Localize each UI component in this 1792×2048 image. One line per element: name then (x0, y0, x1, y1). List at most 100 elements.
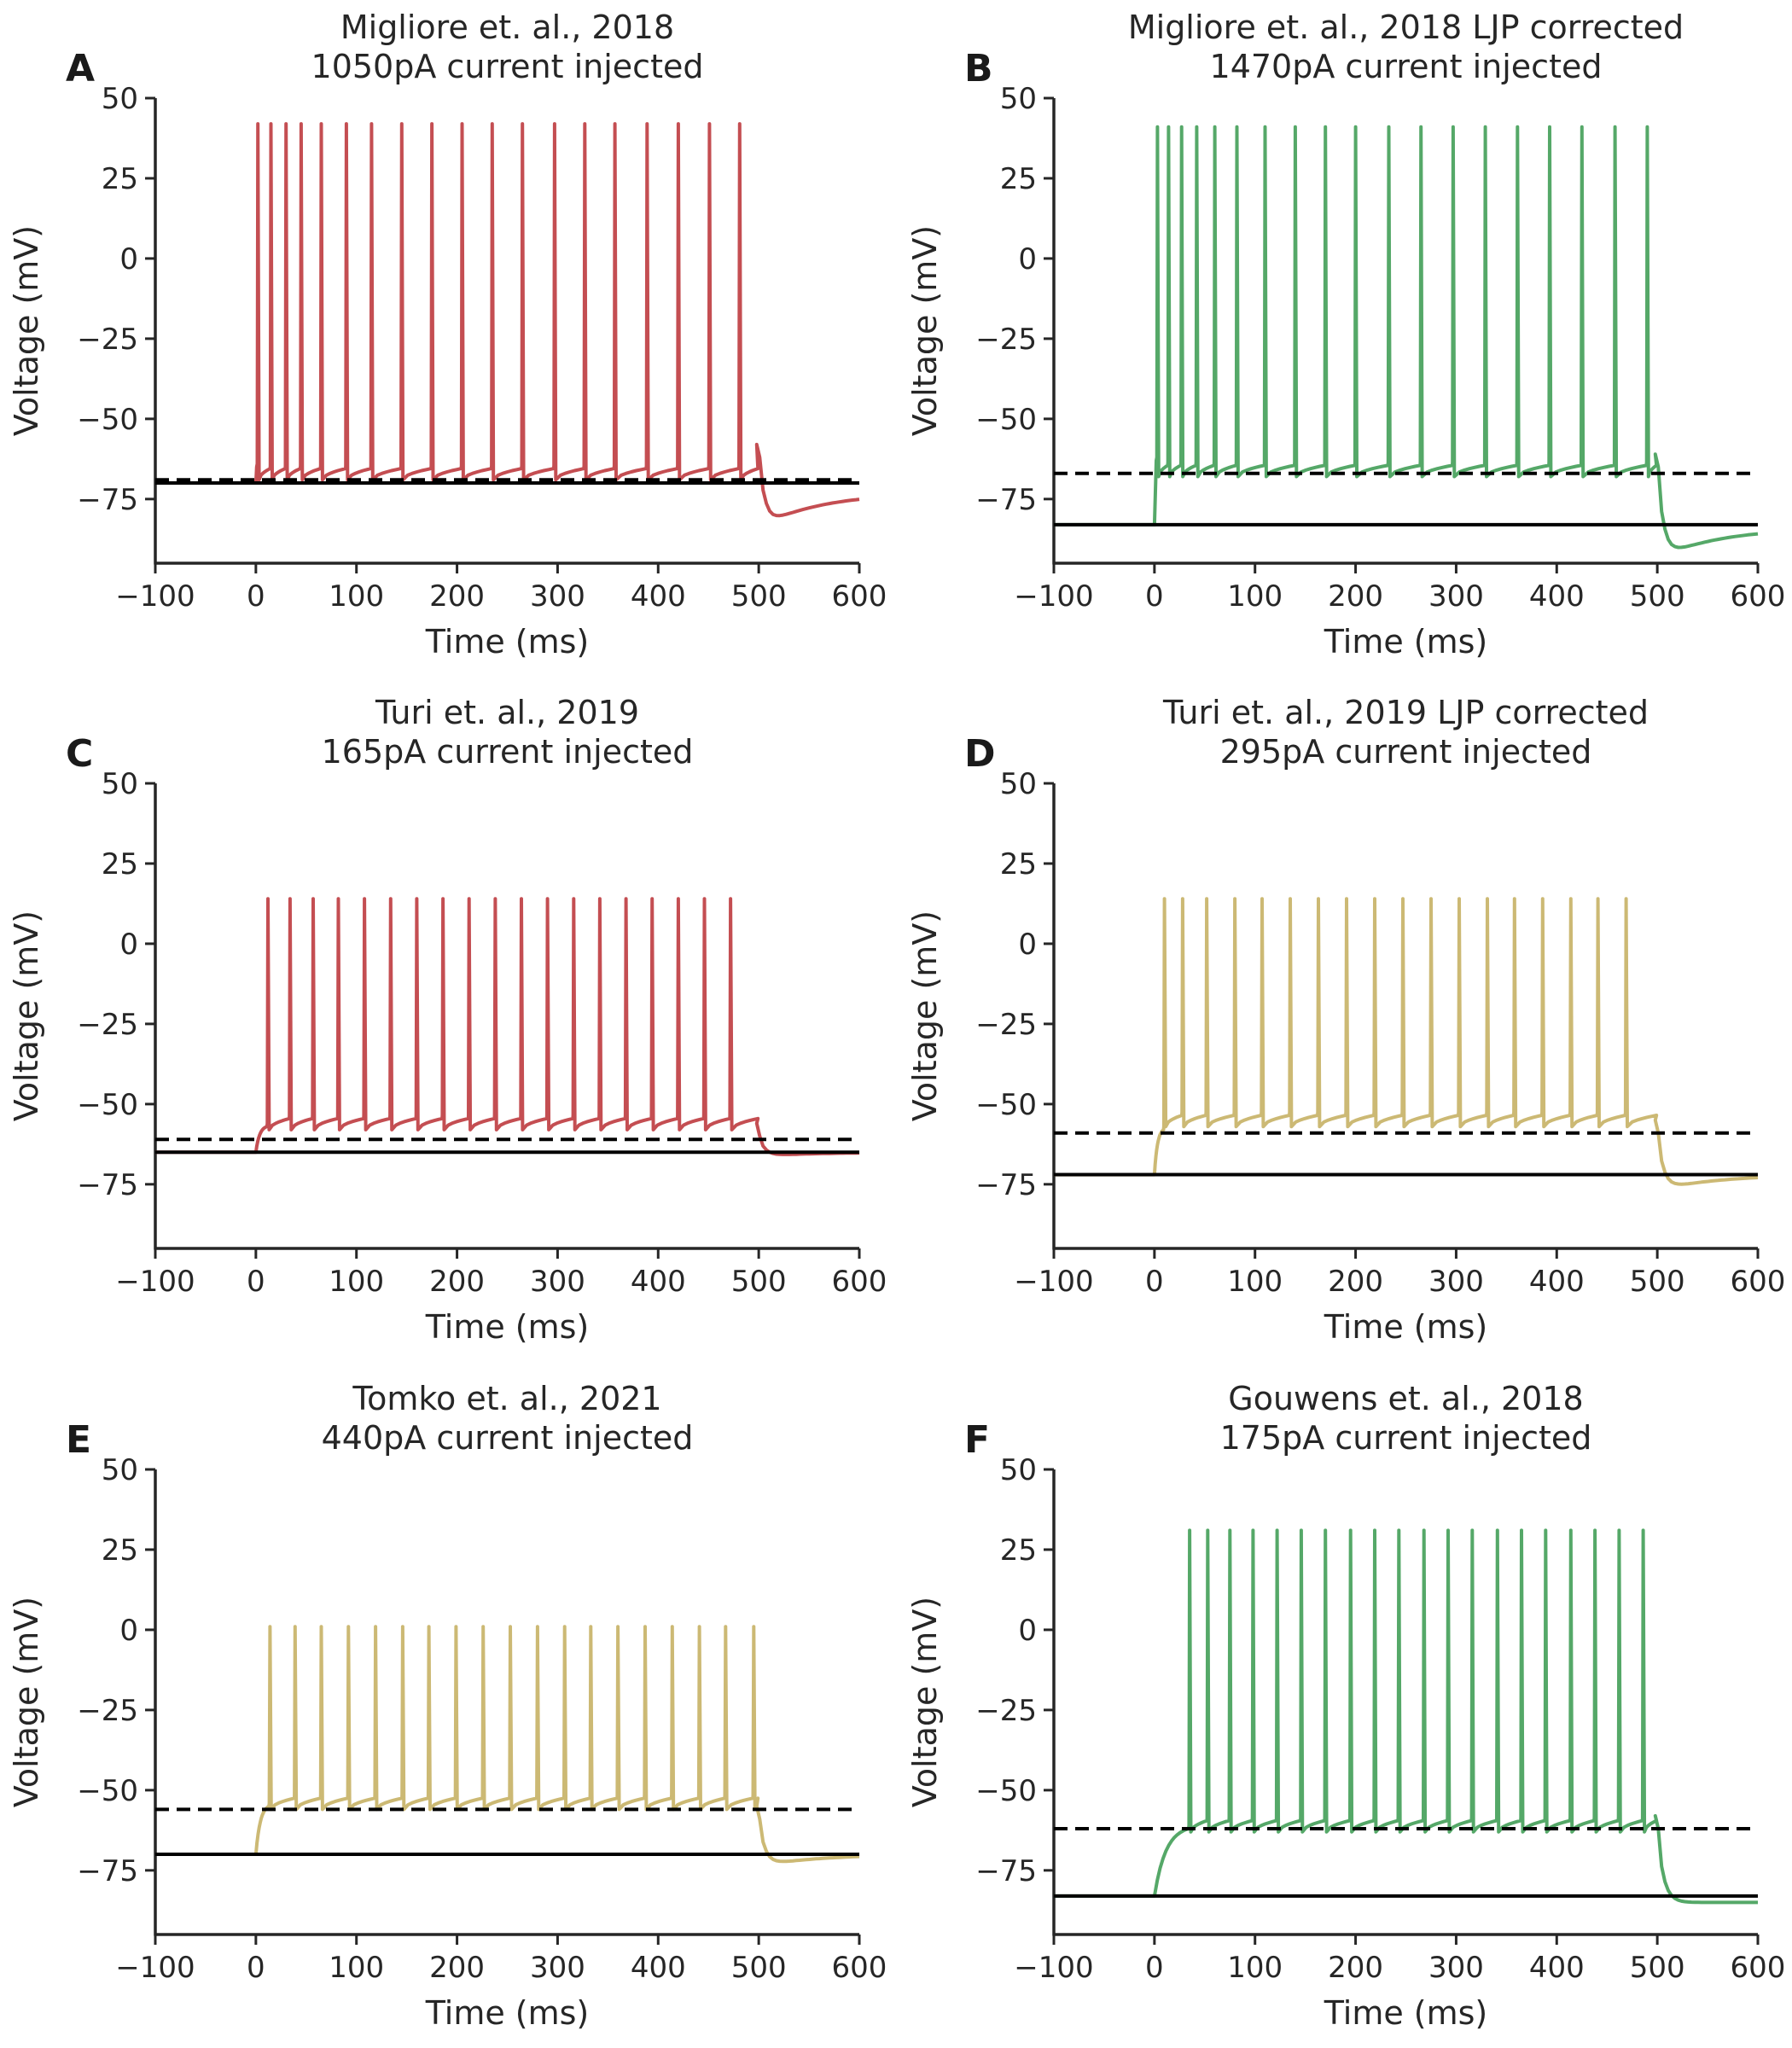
panel-b: Migliore et. al., 2018 LJP corrected1470… (906, 9, 1785, 660)
x-tick-label: −100 (1014, 1265, 1093, 1299)
x-tick-label: 600 (1731, 1951, 1786, 1985)
x-tick-label: 600 (832, 1951, 887, 1985)
panel-subtitle: 440pA current injected (322, 1419, 694, 1457)
voltage-trace (1054, 125, 1759, 550)
x-tick-label: 300 (530, 1265, 585, 1299)
panel-title: Turi et. al., 2019 LJP corrected (1162, 694, 1649, 731)
y-axis-label: Voltage (mV) (8, 225, 45, 436)
panel-subtitle: 1470pA current injected (1210, 48, 1603, 85)
panel-letter: A (66, 47, 95, 90)
panel-letter: D (964, 732, 996, 776)
panel-subtitle: 1050pA current injected (311, 48, 704, 85)
y-tick-label: 25 (1000, 1533, 1037, 1568)
x-tick-label: 100 (1227, 579, 1283, 614)
y-tick-label: −50 (77, 1774, 138, 1808)
x-tick-label: 200 (429, 1951, 485, 1985)
panel-subtitle: 165pA current injected (322, 733, 694, 771)
y-tick-label: −25 (77, 323, 138, 357)
x-tick-label: 200 (1328, 1951, 1383, 1985)
y-tick-label: 50 (102, 1453, 138, 1487)
y-tick-label: −75 (77, 483, 138, 517)
y-tick-label: 0 (119, 928, 138, 962)
voltage-trace (1054, 1528, 1758, 1905)
voltage-trace (155, 122, 860, 518)
x-tick-label: 200 (1328, 1265, 1383, 1299)
y-tick-label: 0 (1018, 928, 1037, 962)
x-tick-label: 400 (1529, 1951, 1585, 1985)
x-tick-label: 0 (1145, 1951, 1164, 1985)
x-tick-label: −100 (1014, 1951, 1093, 1985)
x-tick-label: 100 (329, 1951, 384, 1985)
panel-title: Migliore et. al., 2018 LJP corrected (1128, 9, 1684, 46)
y-tick-label: 50 (102, 82, 138, 116)
y-tick-label: 0 (1018, 1614, 1037, 1648)
y-tick-label: −75 (975, 1168, 1037, 1202)
y-tick-label: 50 (1000, 82, 1037, 116)
x-tick-label: 400 (631, 579, 686, 614)
panel-letter: B (964, 47, 993, 90)
x-tick-label: 500 (1630, 1265, 1685, 1299)
x-tick-label: 0 (247, 579, 265, 614)
y-tick-label: −75 (77, 1854, 138, 1888)
x-tick-label: 200 (429, 579, 485, 614)
x-axis-label: Time (ms) (1324, 623, 1488, 660)
x-axis-label: Time (ms) (1324, 1308, 1488, 1346)
x-tick-label: 200 (1328, 579, 1383, 614)
y-tick-label: −75 (77, 1168, 138, 1202)
panel-title: Turi et. al., 2019 (375, 694, 639, 731)
panel-letter: F (964, 1418, 990, 1462)
y-tick-label: 25 (102, 1533, 138, 1568)
y-tick-label: −75 (975, 1854, 1037, 1888)
x-tick-label: 400 (631, 1951, 686, 1985)
panel-subtitle: 175pA current injected (1220, 1419, 1592, 1457)
x-tick-label: 400 (1529, 1265, 1585, 1299)
x-tick-label: 0 (1145, 579, 1164, 614)
x-axis-label: Time (ms) (425, 1308, 590, 1346)
x-tick-label: 500 (731, 1951, 787, 1985)
y-tick-label: −75 (975, 483, 1037, 517)
y-tick-label: 25 (102, 847, 138, 881)
y-axis-label: Voltage (mV) (8, 1597, 45, 1807)
y-tick-label: −25 (975, 323, 1037, 357)
x-tick-label: 0 (247, 1951, 265, 1985)
x-tick-label: 100 (1227, 1951, 1283, 1985)
y-tick-label: 0 (1018, 242, 1037, 276)
panel-subtitle: 295pA current injected (1220, 733, 1592, 771)
y-tick-label: −50 (77, 403, 138, 437)
x-tick-label: 500 (1630, 579, 1685, 614)
y-tick-label: −50 (77, 1088, 138, 1122)
voltage-trace (155, 897, 860, 1156)
x-tick-label: 200 (429, 1265, 485, 1299)
panel-title: Migliore et. al., 2018 (340, 9, 674, 46)
x-tick-label: 300 (530, 579, 585, 614)
x-tick-label: 0 (247, 1265, 265, 1299)
x-tick-label: 600 (1731, 1265, 1786, 1299)
y-axis-label: Voltage (mV) (906, 1597, 944, 1807)
y-axis-label: Voltage (mV) (906, 225, 944, 436)
y-tick-label: −50 (975, 1088, 1037, 1122)
x-tick-label: 600 (1731, 579, 1786, 614)
x-tick-label: −100 (115, 1265, 195, 1299)
x-tick-label: 500 (1630, 1951, 1685, 1985)
voltage-trace (155, 1625, 860, 1864)
x-tick-label: 500 (731, 1265, 787, 1299)
panel-title: Tomko et. al., 2021 (352, 1380, 661, 1417)
x-tick-label: 500 (731, 579, 787, 614)
y-tick-label: 25 (1000, 162, 1037, 196)
x-tick-label: 600 (832, 1265, 887, 1299)
y-tick-label: 50 (102, 767, 138, 801)
x-tick-label: −100 (1014, 579, 1093, 614)
y-tick-label: 25 (1000, 847, 1037, 881)
y-axis-label: Voltage (mV) (906, 911, 944, 1121)
panel-letter: E (66, 1418, 91, 1462)
x-tick-label: 0 (1145, 1265, 1164, 1299)
x-tick-label: 100 (329, 579, 384, 614)
y-tick-label: 50 (1000, 1453, 1037, 1487)
x-tick-label: 300 (1428, 579, 1484, 614)
panel-title: Gouwens et. al., 2018 (1228, 1380, 1583, 1417)
